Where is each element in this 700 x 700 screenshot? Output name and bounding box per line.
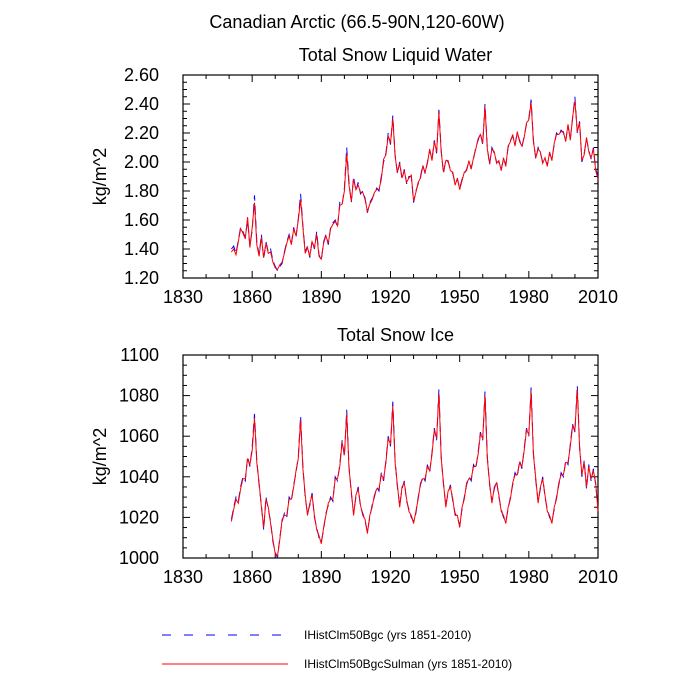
y-axis-label: kg/m^2	[90, 428, 110, 485]
y-tick-label: 2.00	[124, 152, 159, 172]
series-line-2	[230, 389, 599, 558]
chart-panel-snow-liquid-water: Total Snow Liquid Water kg/m^2 1830 1860 189…	[90, 45, 618, 307]
x-tick-label: 1830	[163, 567, 203, 587]
y-tick-label: 1080	[119, 386, 159, 406]
chart-panel-snow-ice: Total Snow Ice kg/m^2 1830 1860 1890 1920 1950…	[90, 325, 618, 587]
x-tick-label: 1860	[232, 287, 272, 307]
x-tick-label: 1950	[440, 287, 480, 307]
y-tick-label: 1000	[119, 548, 159, 568]
y-tick-label: 2.40	[124, 94, 159, 114]
series-line-1	[230, 385, 599, 559]
x-tick-label: 1890	[301, 567, 341, 587]
y-tick-label: 1.40	[124, 239, 159, 259]
x-tick-label: 2010	[578, 287, 618, 307]
legend: IHistClm50Bgc (yrs 1851-2010) IHistClm50…	[162, 628, 512, 671]
y-tick-label: 1060	[119, 426, 159, 446]
x-tick-label: 1860	[232, 567, 272, 587]
x-tick-label: 1980	[509, 287, 549, 307]
plot-frame	[182, 354, 599, 559]
legend-label-series-2: IHistClm50BgcSulman (yrs 1851-2010)	[304, 657, 512, 671]
y-tick-label: 1.20	[124, 268, 159, 288]
y-tick-label: 2.60	[124, 65, 159, 85]
x-tick-label: 1980	[509, 567, 549, 587]
x-tick-label: 1950	[440, 567, 480, 587]
legend-label-series-1: IHistClm50Bgc (yrs 1851-2010)	[304, 628, 471, 642]
y-tick-label: 1.80	[124, 181, 159, 201]
x-tick-label: 1920	[370, 287, 410, 307]
y-tick-label: 1.60	[124, 210, 159, 230]
chart-title: Total Snow Liquid Water	[299, 45, 492, 65]
chart-title: Total Snow Ice	[337, 325, 454, 345]
series-line-2	[231, 101, 599, 271]
x-tick-label: 1830	[163, 287, 203, 307]
y-tick-label: 1100	[120, 345, 159, 365]
x-tick-label: 1890	[301, 287, 341, 307]
y-tick-label: 1020	[119, 507, 159, 527]
y-tick-label: 1040	[119, 467, 159, 487]
plot-frame	[182, 74, 599, 279]
y-tick-label: 2.20	[124, 123, 159, 143]
x-tick-label: 1920	[370, 567, 410, 587]
x-tick-label: 2010	[578, 567, 618, 587]
y-axis-label: kg/m^2	[90, 148, 110, 205]
figure-suptitle: Canadian Arctic (66.5-90N,120-60W)	[209, 12, 504, 32]
